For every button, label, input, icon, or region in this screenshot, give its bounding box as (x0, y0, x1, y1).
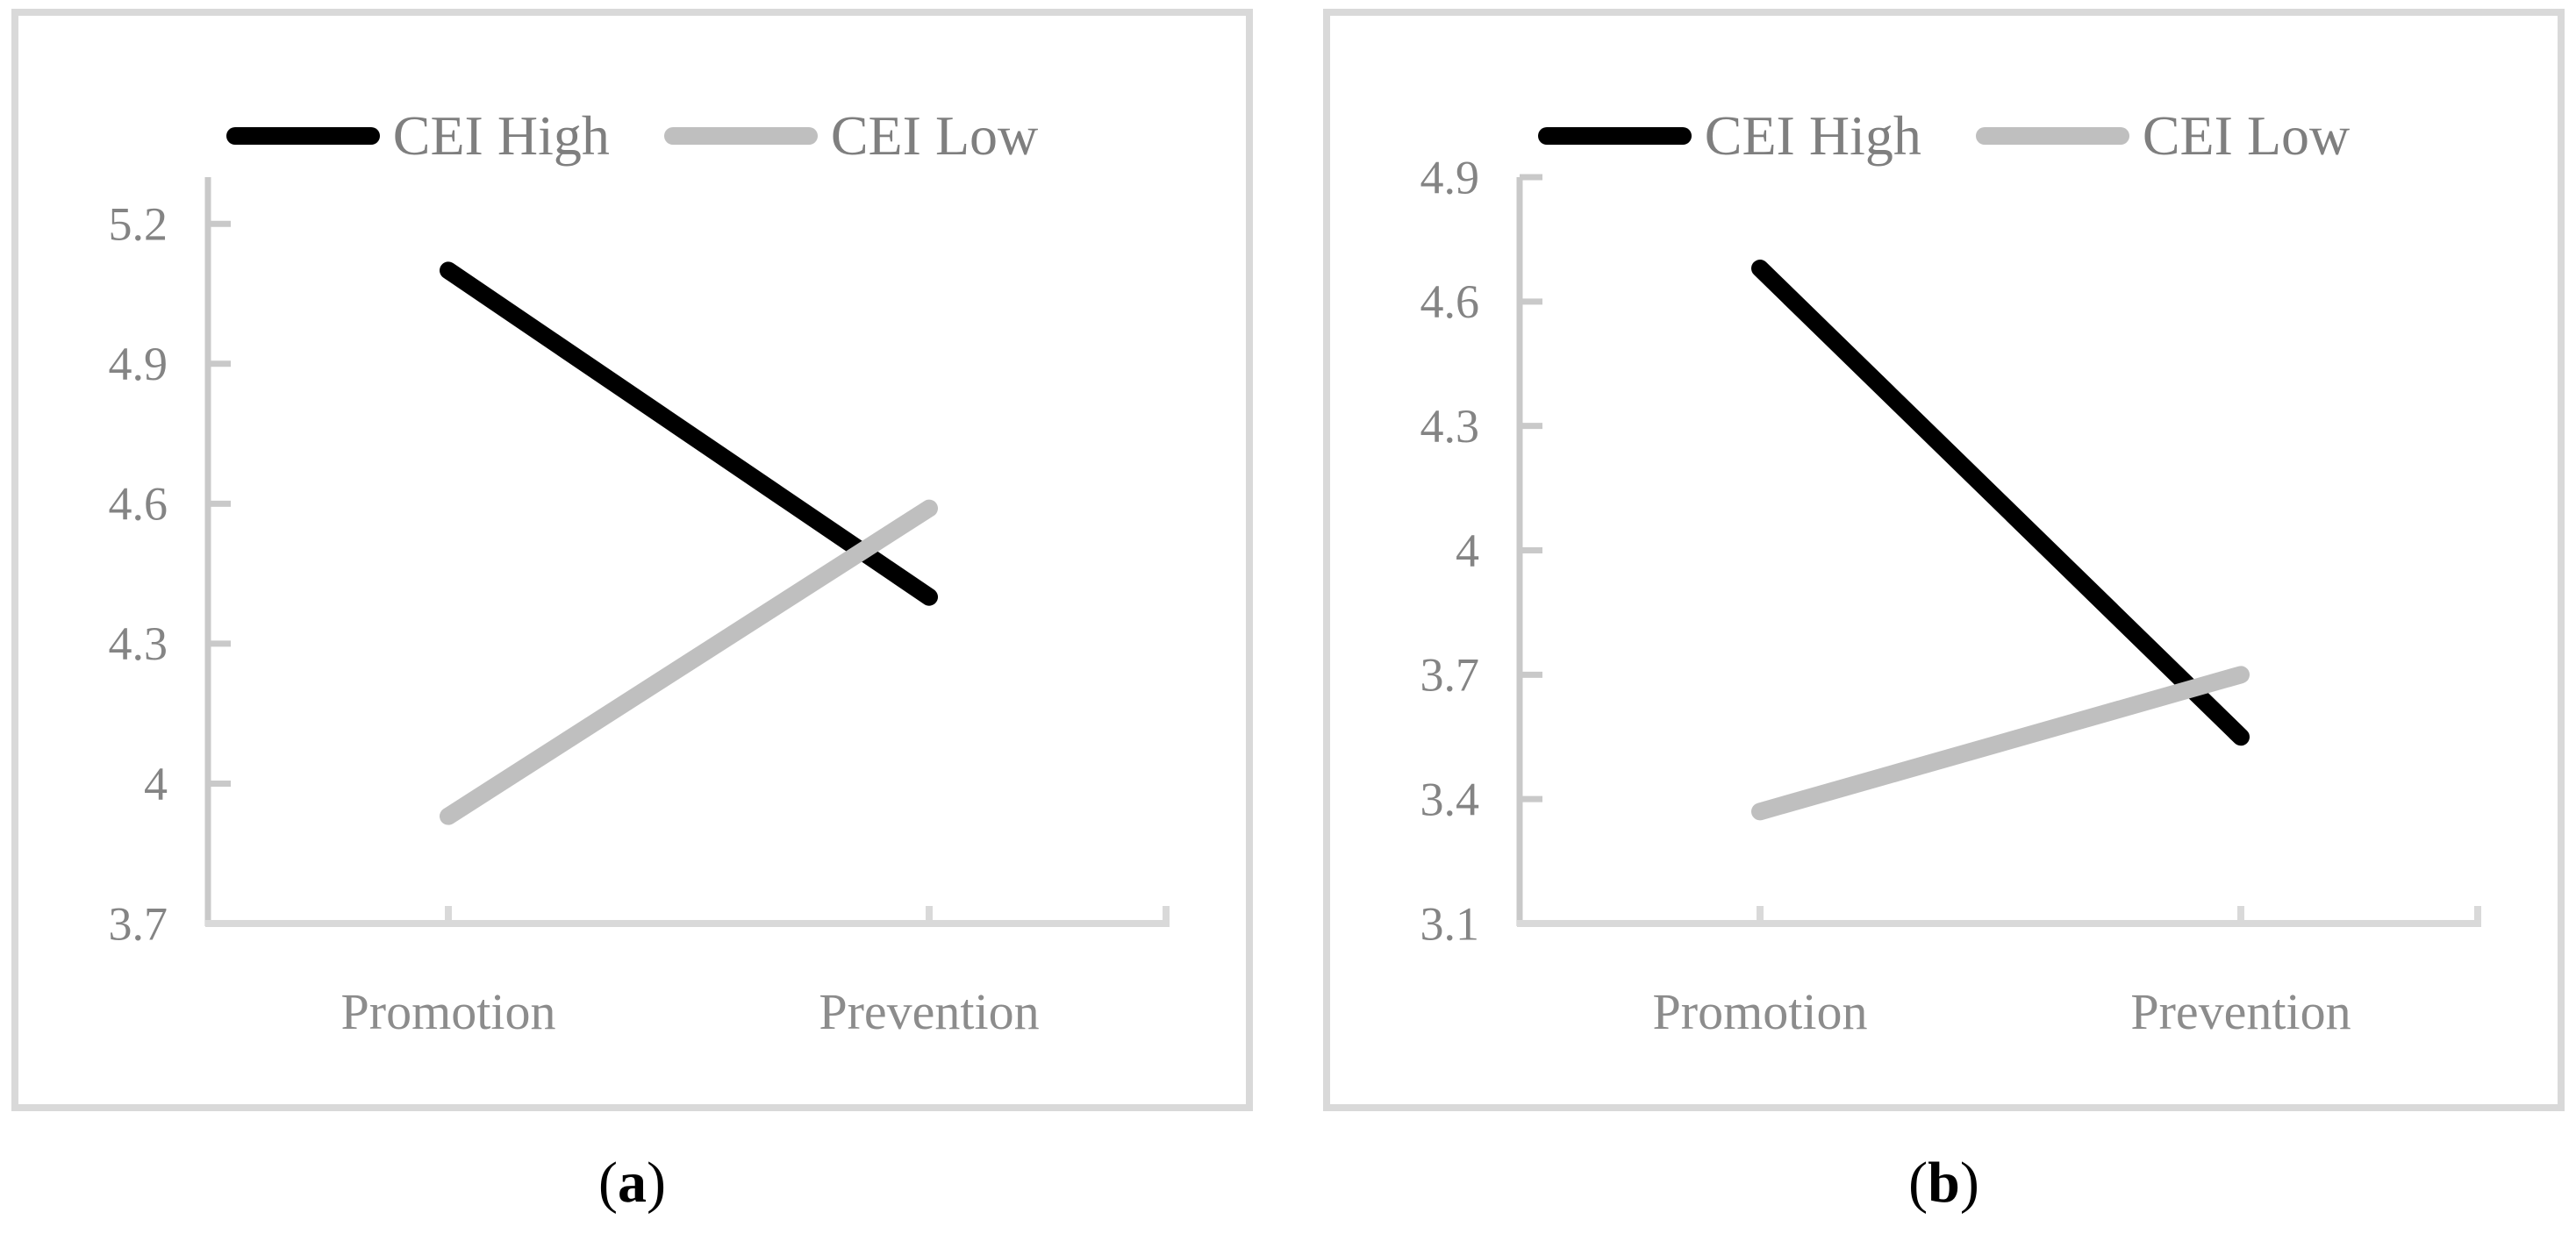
legend-item-cei-low: CEI Low (663, 104, 1039, 167)
y-tick-label: 4.9 (1420, 151, 1480, 203)
x-category-label: Prevention (2130, 983, 2351, 1040)
y-tick-label: 4 (144, 758, 168, 810)
caption-a: (a) (11, 1154, 1253, 1212)
x-category-label: Promotion (1653, 983, 1868, 1040)
caption-letter: b (1928, 1151, 1960, 1215)
caption-paren: ) (1959, 1151, 1979, 1215)
legend-item-cei-high: CEI High (225, 104, 610, 167)
y-tick-label: 3.1 (1420, 897, 1480, 950)
cei-low-line-swatch (1975, 127, 2129, 145)
y-tick-label: 4.6 (109, 478, 168, 531)
legend-item-cei-low: CEI Low (1975, 104, 2351, 167)
series-line-cei-low (1751, 666, 2250, 821)
y-tick-label: 4 (1456, 524, 1479, 577)
legend-label-cei-high: CEI High (1704, 104, 1921, 167)
y-tick-label: 4.3 (109, 617, 168, 670)
cei-high-line-swatch (225, 127, 380, 145)
legend-item-cei-high: CEI High (1537, 104, 1921, 167)
chart-panel-a: CEI High CEI Low 3.7 4 4.3 4.6 4.9 5.2 Promoti… (11, 9, 1253, 1111)
legend-label-cei-low: CEI Low (830, 104, 1039, 167)
legend-label-cei-high: CEI High (392, 104, 610, 167)
legend-label-cei-low: CEI Low (2142, 104, 2351, 167)
caption-paren: ( (1908, 1151, 1928, 1215)
y-tick-label: 3.7 (1420, 649, 1480, 702)
line-chart-b: 3.1 3.4 3.7 4 4.3 4.6 4.9 Promotion Prevention (1420, 151, 2481, 1040)
legend-a: CEI High CEI Low (11, 96, 1253, 175)
y-tick-label: 3.4 (1420, 774, 1480, 826)
x-category-label: Promotion (341, 983, 556, 1040)
series-line-cei-high (1751, 260, 2250, 746)
series-line-cei-high (440, 261, 938, 606)
x-category-label: Prevention (819, 983, 1039, 1040)
chart-panel-b: CEI High CEI Low 3.1 3.4 3.7 4 4.3 4.6 4.9 Prom… (1323, 9, 2565, 1111)
caption-paren: ) (647, 1151, 666, 1215)
y-tick-label: 4.9 (109, 338, 168, 390)
y-tick-label: 4.6 (1420, 275, 1480, 328)
caption-paren: ( (598, 1151, 618, 1215)
series-line-cei-low (440, 499, 938, 825)
cei-low-line-swatch (663, 127, 818, 145)
cei-high-line-swatch (1537, 127, 1692, 145)
caption-letter: a (618, 1151, 647, 1215)
y-tick-label: 3.7 (109, 897, 168, 950)
caption-b: (b) (1323, 1154, 2565, 1212)
y-tick-label: 5.2 (109, 198, 168, 251)
y-tick-label: 4.3 (1420, 400, 1480, 453)
line-chart-a: 3.7 4 4.3 4.6 4.9 5.2 Promotion Prevention (109, 177, 1170, 1040)
legend-b: CEI High CEI Low (1323, 96, 2565, 175)
